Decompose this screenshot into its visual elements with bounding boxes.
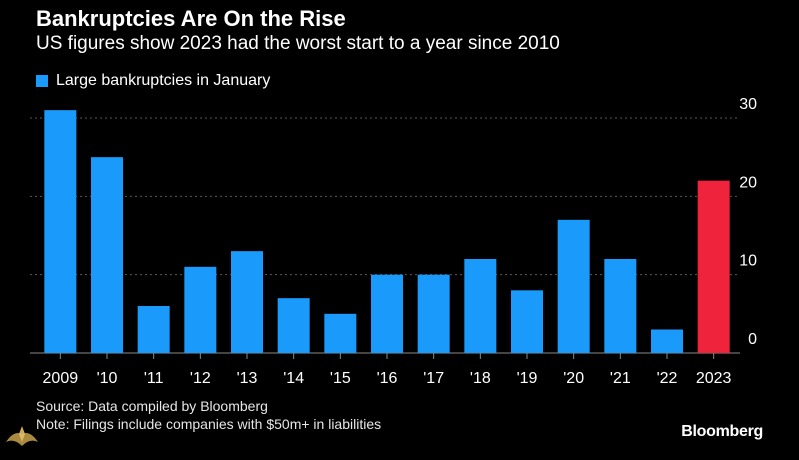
x-tick-label: '10 bbox=[97, 370, 118, 387]
x-tick-label: '14 bbox=[283, 370, 304, 387]
x-tick-label: '12 bbox=[190, 370, 211, 387]
bloomberg-logo: Bloomberg bbox=[681, 423, 763, 440]
bar bbox=[697, 180, 730, 353]
y-tick-label: 10 bbox=[739, 253, 757, 270]
x-tick-label: '17 bbox=[423, 370, 444, 387]
source-note: Source: Data compiled by Bloomberg bbox=[36, 398, 268, 414]
x-tick-label: '13 bbox=[237, 370, 258, 387]
bar bbox=[91, 157, 123, 353]
x-tick-label: '11 bbox=[144, 370, 164, 387]
legend-label: Large bankruptcies in January bbox=[56, 72, 271, 89]
bar bbox=[417, 274, 450, 353]
bar bbox=[557, 219, 590, 353]
bar bbox=[44, 110, 77, 354]
legend-swatch bbox=[36, 75, 48, 87]
bar bbox=[277, 298, 310, 353]
footnote: Note: Filings include companies with $50… bbox=[36, 416, 382, 432]
chart-subtitle: US figures show 2023 had the worst start… bbox=[36, 33, 560, 54]
bar bbox=[371, 274, 403, 353]
bar bbox=[231, 251, 263, 353]
bar bbox=[184, 266, 217, 353]
x-tick-label: '19 bbox=[517, 370, 538, 387]
x-tick-label: '15 bbox=[330, 370, 351, 387]
x-tick-label: '20 bbox=[563, 370, 584, 387]
bar bbox=[604, 259, 637, 353]
y-tick-label: 30 bbox=[739, 96, 757, 113]
x-tick-label: 2023 bbox=[696, 370, 732, 387]
bar bbox=[651, 329, 683, 353]
legend: Large bankruptcies in January bbox=[36, 72, 270, 90]
y-tick-label: 0 bbox=[748, 331, 757, 348]
x-tick-label: '22 bbox=[657, 370, 678, 387]
bar bbox=[324, 313, 357, 353]
bar bbox=[511, 290, 543, 353]
bar bbox=[464, 259, 497, 353]
x-tick-label: 2009 bbox=[43, 370, 79, 387]
x-tick-label: '18 bbox=[470, 370, 491, 387]
y-tick-label: 20 bbox=[739, 174, 757, 191]
chart-title: Bankruptcies Are On the Rise bbox=[36, 6, 346, 31]
bar bbox=[137, 306, 170, 353]
x-tick-label: '16 bbox=[377, 370, 398, 387]
watermark-icon bbox=[6, 426, 38, 446]
x-tick-label: '21 bbox=[610, 370, 631, 387]
